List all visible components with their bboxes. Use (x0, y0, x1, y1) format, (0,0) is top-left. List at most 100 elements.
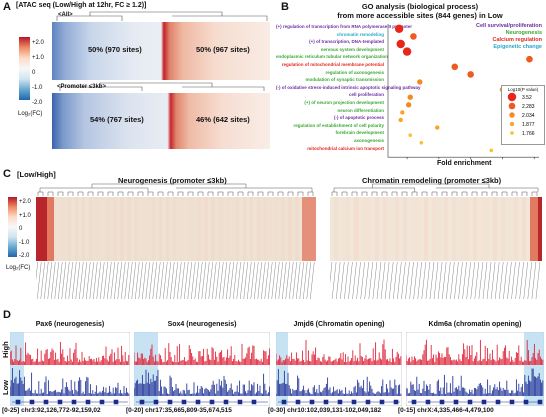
go-term-label: regulation of mitochondrial membrane pot… (281, 61, 384, 67)
heat-column (148, 197, 152, 261)
heat-column (312, 197, 316, 261)
heat-column (74, 197, 78, 261)
track-coordinate: chr10:102,039,131-102,049,182 (287, 407, 382, 414)
all-right-label: 50% (967 sites) (196, 45, 250, 54)
gene-tick (352, 261, 357, 300)
low-label: Low (1, 380, 10, 395)
colorbar-c-tick: 0 (19, 226, 23, 232)
heat-column (78, 197, 82, 261)
colorbar-c (8, 197, 17, 257)
heat-column (183, 197, 187, 261)
low-signal (406, 368, 544, 396)
heat-column (415, 197, 420, 261)
go-term-label: (-) of apoptotic process (333, 115, 384, 121)
heat-column (221, 197, 225, 261)
heat-column (71, 197, 75, 261)
go-point (435, 125, 440, 130)
gene-tick (208, 261, 213, 300)
gene-tick (37, 261, 42, 300)
heat-column (525, 197, 530, 261)
dendrogram-a-promoter (59, 82, 265, 91)
heat-column (298, 197, 302, 261)
gene-tick (149, 261, 154, 300)
track-scale: [0-15] (398, 407, 418, 414)
heat-column (472, 197, 477, 261)
heat-column (476, 197, 481, 261)
highlight-region (276, 332, 288, 406)
gene-tick (156, 261, 161, 300)
gene-tick (296, 261, 301, 300)
gene-tick (433, 261, 439, 300)
panel-b-title-line1: GO analysis (biological process) (361, 2, 479, 11)
go-point (394, 24, 404, 33)
heat-column (383, 197, 388, 261)
legend-epigenetic: Epigenetic change (493, 44, 542, 50)
heat-column (302, 197, 306, 261)
gene-tick (437, 261, 443, 300)
gene-tick (82, 261, 87, 300)
gene-tick (72, 261, 77, 300)
go-term-label: (+) of neuron projection development (304, 99, 384, 105)
gene-tick (261, 261, 266, 300)
heat-column (172, 197, 176, 261)
gene-model (136, 399, 268, 405)
heat-column (270, 197, 274, 261)
gene-model (408, 399, 543, 405)
gene-tick (356, 261, 361, 300)
size-legend-value: 2.283 (522, 104, 535, 110)
heat-column (370, 197, 375, 261)
panel-c-letter: C (3, 168, 11, 180)
gene-tick (340, 261, 345, 300)
legend-cell-survival: Cell survival/proliferation (475, 23, 542, 29)
heat-column (291, 197, 295, 261)
gene-tick (257, 261, 262, 300)
heat-column (403, 197, 408, 261)
neuro-heatmap-title: Neurogenesis (promoter ≤3kb) (118, 176, 227, 185)
dendrogram-branches (37, 183, 314, 196)
gene-tick (264, 261, 269, 300)
gene-tick (278, 261, 283, 300)
panel-a-letter: A (3, 1, 11, 13)
gene-tick (233, 261, 238, 300)
heatmap-chrom (330, 197, 543, 261)
size-legend-value: 2.034 (522, 113, 535, 119)
track-coordinate: chr3:92,126,772-92,159,02 (21, 407, 101, 414)
high-label: High (1, 341, 10, 358)
low-signal (10, 368, 130, 396)
gene-tick (478, 261, 484, 300)
go-point (396, 39, 405, 49)
gene-tick (142, 261, 147, 300)
heat-column (305, 197, 309, 261)
gene-tick (138, 261, 143, 300)
heat-column (460, 197, 465, 261)
gene-tick (65, 261, 70, 300)
heat-column (362, 197, 367, 261)
genome-track (276, 332, 402, 406)
heat-column (281, 197, 285, 261)
heat-column (378, 197, 384, 261)
heat-column (537, 197, 543, 261)
gene-tick (310, 261, 315, 300)
go-point (402, 47, 412, 56)
heat-column (274, 197, 278, 261)
category-legend: Cell survival/proliferation Neurogenesis… (460, 23, 542, 51)
colorbar-c-title: Log₂(FC) (6, 265, 31, 271)
go-term-labels: (+) regulation of transcription from RNA… (276, 23, 421, 152)
gene-tick (219, 261, 224, 300)
colorbar-a-tick: +1.0 (32, 55, 44, 61)
heat-column (444, 197, 449, 261)
high-signal (134, 343, 270, 365)
gene-tick (170, 261, 175, 300)
heat-column (176, 197, 180, 261)
go-point (405, 102, 412, 108)
size-legend-dot (509, 121, 515, 127)
go-term-label: chromatin remodeling (336, 31, 384, 37)
gene-tick (152, 261, 157, 300)
heat-column (267, 197, 271, 261)
go-term-label: modulation of synaptic transmission (305, 77, 384, 83)
gene-tick (507, 261, 512, 300)
heat-column (158, 197, 162, 261)
gene-tick (103, 261, 108, 300)
colorbar-a-tick: -1.0 (32, 85, 43, 91)
gene-tick (86, 261, 91, 300)
